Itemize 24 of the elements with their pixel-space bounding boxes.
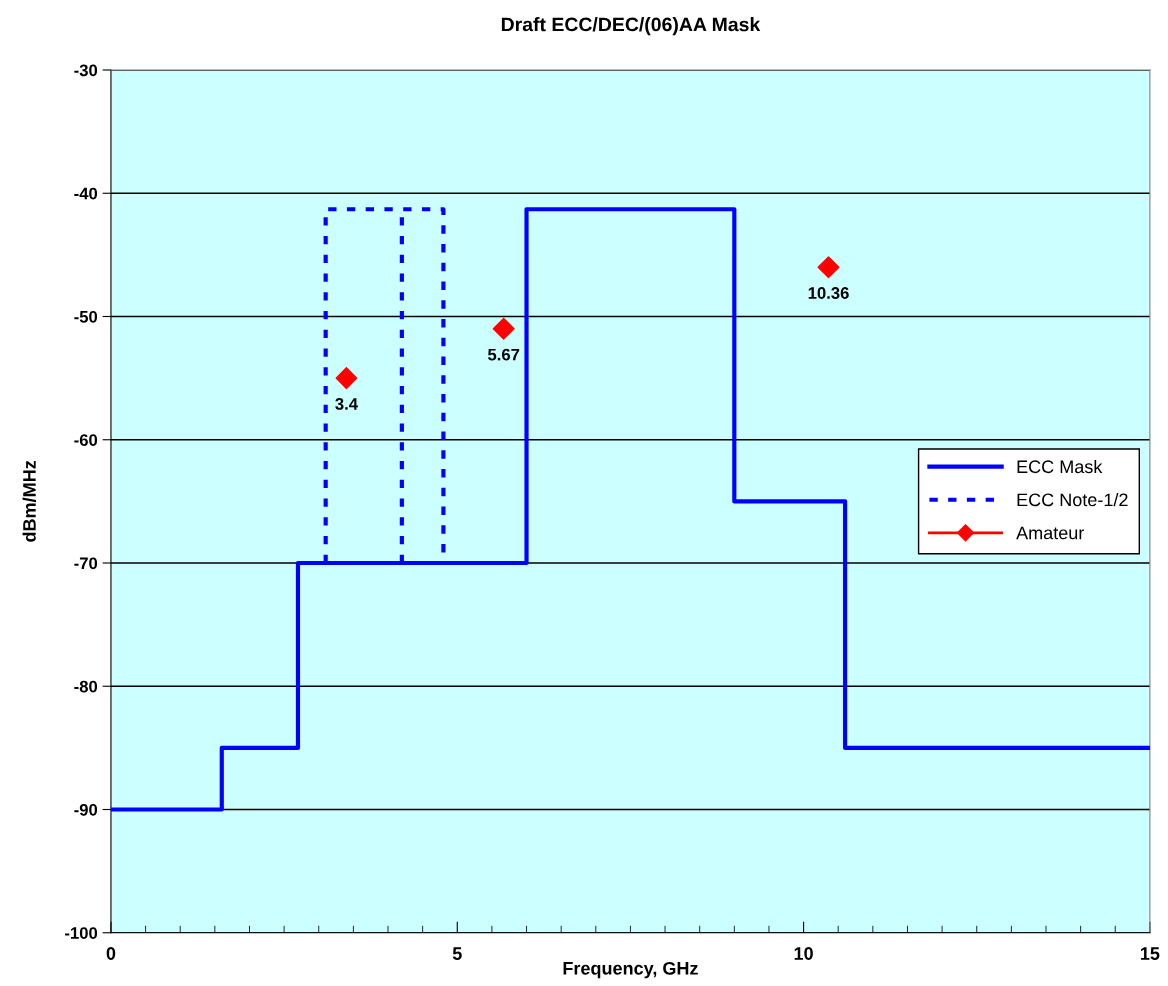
x-tick-label: 5: [452, 947, 462, 960]
y-tick-label: -60: [74, 434, 98, 446]
x-tick-label: 10: [794, 947, 813, 960]
annotation: 5.67: [487, 348, 520, 361]
annotation: 10.36: [808, 287, 849, 299]
y-tick-label: -100: [65, 927, 98, 939]
y-tick-label: -30: [74, 64, 98, 77]
y-tick-label: -80: [74, 680, 98, 693]
y-axis-title: dBm/MHz: [22, 460, 37, 542]
point: [335, 367, 358, 390]
y-tick-label: -70: [74, 557, 98, 570]
point: [492, 317, 515, 340]
legend-label: ECC Note-1/2: [1017, 492, 1128, 507]
y-tick-label: -90: [74, 803, 98, 816]
chart-title: Draft ECC/DEC/(06)AA Mask: [501, 17, 761, 36]
legend-label: Amateur: [1016, 526, 1085, 540]
x-tick-label: 0: [106, 947, 116, 960]
legend-label: ECC Mask: [1017, 459, 1103, 474]
annotation: 3.4: [335, 398, 358, 410]
y-tick-label: -40: [74, 187, 98, 200]
x-tick-label: 15: [1140, 947, 1160, 960]
point: [817, 256, 840, 279]
y-tick-label: -50: [74, 310, 98, 323]
x-axis-title: Frequency, GHz: [563, 961, 698, 979]
